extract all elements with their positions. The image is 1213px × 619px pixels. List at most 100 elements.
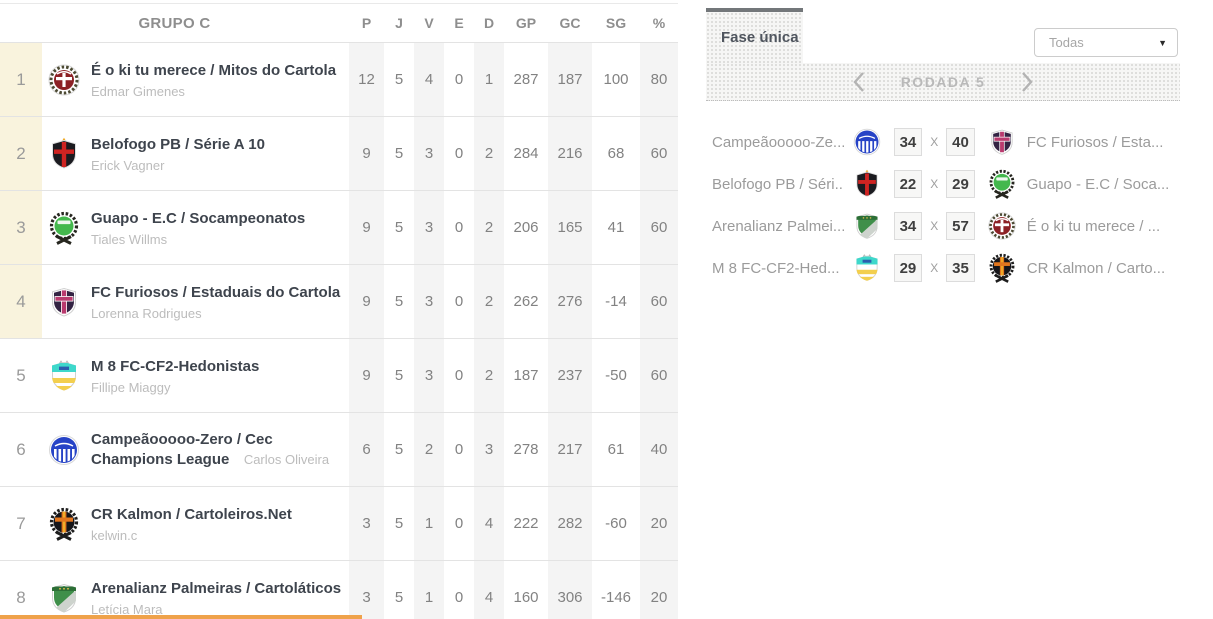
- position-number: 4: [0, 265, 42, 338]
- position-number: 6: [16, 439, 26, 459]
- stat-sg: 41: [607, 219, 625, 236]
- stat-d: 2: [474, 191, 504, 264]
- home-score: 34: [893, 212, 923, 240]
- team-cell[interactable]: FC Furiosos / Estaduais do Cartola Loren…: [42, 265, 349, 338]
- team-badge-icon: [47, 507, 81, 541]
- team-cell[interactable]: Belofogo PB / Série A 10 Erick Vagner: [42, 117, 349, 190]
- manager-name: Erick Vagner: [91, 157, 165, 173]
- table-row[interactable]: 3 Guapo - E.C / Socampeonatos Tiales Wil…: [0, 190, 678, 264]
- match-row: Belofogo PB / Séri... 22 X 29 Guapo - E.…: [712, 163, 1182, 205]
- home-team-name[interactable]: Arenalianz Palmei...: [712, 217, 844, 235]
- team-name[interactable]: Arenalianz Palmeiras / Cartoláticos: [91, 579, 342, 597]
- home-team-badge-icon[interactable]: [852, 253, 882, 283]
- team-badge-icon: [47, 63, 81, 97]
- stat-gc: 237: [548, 339, 592, 412]
- stat-sg: 61: [607, 441, 625, 458]
- home-team-badge-icon[interactable]: [852, 211, 882, 241]
- stat-pct: 40: [640, 413, 678, 486]
- stat-pct: 60: [640, 339, 678, 412]
- away-team-name[interactable]: É o ki tu merece / ...: [1026, 217, 1161, 235]
- away-team-name[interactable]: FC Furiosos / Esta...: [1026, 133, 1164, 151]
- away-team-badge-icon[interactable]: [987, 253, 1017, 283]
- stat-pct: 60: [640, 117, 678, 190]
- table-row[interactable]: 1 É o ki tu merece / Mitos do Cartola Ed…: [0, 42, 678, 116]
- stat-d: 2: [474, 339, 504, 412]
- team-name[interactable]: Belofogo PB / Série A 10: [91, 135, 265, 153]
- versus-label: X: [930, 219, 939, 233]
- away-score: 57: [946, 212, 975, 240]
- table-row[interactable]: 7 CR Kalmon / Cartoleiros.Net kelwin.c 3…: [0, 486, 678, 560]
- col-header-gc: GC: [559, 15, 581, 31]
- stat-e: 0: [454, 515, 464, 532]
- team-badge-icon: [47, 433, 81, 467]
- stat-p: 12: [349, 43, 384, 116]
- home-team-name[interactable]: Belofogo PB / Séri...: [712, 175, 844, 193]
- manager-name: Fillipe Miaggy: [91, 379, 171, 395]
- team-cell[interactable]: Campeãooooo-Zero / Cec Champions League …: [42, 413, 349, 486]
- round-filter-select[interactable]: Todas ▼: [1034, 28, 1178, 57]
- stat-gc: 216: [548, 117, 592, 190]
- team-cell[interactable]: É o ki tu merece / Mitos do Cartola Edma…: [42, 43, 349, 116]
- stat-e: 0: [454, 145, 464, 162]
- position-number: 8: [16, 587, 26, 607]
- position-number: 5: [16, 365, 26, 385]
- home-score: 34: [893, 128, 923, 156]
- table-row[interactable]: 6 Campeãooooo-Zero / Cec Champions Leagu…: [0, 412, 678, 486]
- tab-fase-unica[interactable]: Fase única: [706, 8, 803, 63]
- col-header-e: E: [454, 15, 464, 31]
- home-team-name[interactable]: M 8 FC-CF2-Hed...: [712, 259, 840, 277]
- position-number: 1: [0, 43, 42, 116]
- team-name[interactable]: Campeãooooo-Zero / Cec Champions League: [91, 430, 273, 468]
- versus-label: X: [930, 261, 939, 275]
- stat-gc: 306: [548, 561, 592, 619]
- team-cell[interactable]: M 8 FC-CF2-Hedonistas Fillipe Miaggy: [42, 339, 349, 412]
- team-name[interactable]: Guapo - E.C / Socampeonatos: [91, 209, 306, 227]
- team-name[interactable]: M 8 FC-CF2-Hedonistas: [91, 357, 260, 375]
- team-name[interactable]: É o ki tu merece / Mitos do Cartola: [91, 61, 337, 79]
- round-navigation-bar: RODADA 5: [706, 63, 1180, 101]
- table-row[interactable]: 4 FC Furiosos / Estaduais do Cartola Lor…: [0, 264, 678, 338]
- stat-gc: 165: [548, 191, 592, 264]
- manager-name: Letícia Mara: [91, 601, 163, 617]
- team-cell[interactable]: Guapo - E.C / Socampeonatos Tiales Willm…: [42, 191, 349, 264]
- team-cell[interactable]: Arenalianz Palmeiras / Cartoláticos Letí…: [42, 561, 349, 619]
- home-team-badge-icon[interactable]: [852, 169, 882, 199]
- position-number: 3: [0, 191, 42, 264]
- stat-e: 0: [454, 589, 464, 606]
- team-badge-icon: [47, 285, 81, 319]
- caret-down-icon: ▼: [1158, 37, 1167, 48]
- stat-j: 5: [394, 589, 404, 606]
- away-team-name[interactable]: Guapo - E.C / Soca...: [1026, 175, 1170, 193]
- table-row[interactable]: 5 M 8 FC-CF2-Hedonistas Fillipe Miaggy 9…: [0, 338, 678, 412]
- stat-p: 9: [349, 339, 384, 412]
- filter-selected-value: Todas: [1049, 35, 1084, 50]
- team-name[interactable]: CR Kalmon / Cartoleiros.Net: [91, 505, 292, 523]
- stat-p: 9: [349, 265, 384, 338]
- stat-d: 2: [474, 117, 504, 190]
- stat-gc: 276: [548, 265, 592, 338]
- versus-label: X: [930, 135, 939, 149]
- stat-sg: -50: [605, 367, 627, 384]
- stat-j: 5: [394, 441, 404, 458]
- home-team-name[interactable]: Campeãooooo-Ze...: [712, 133, 844, 151]
- home-team-badge-icon[interactable]: [852, 127, 882, 157]
- away-team-badge-icon[interactable]: [987, 211, 1017, 241]
- group-standings-table: GRUPO C P J V E D GP GC SG % 1 É o ki tu…: [0, 3, 678, 619]
- table-header-row: GRUPO C P J V E D GP GC SG %: [0, 4, 678, 42]
- table-row[interactable]: 2 Belofogo PB / Série A 10 Erick Vagner …: [0, 116, 678, 190]
- table-row[interactable]: 8 Arenalianz Palmeiras / Cartoláticos Le…: [0, 560, 678, 619]
- stat-j: 5: [394, 71, 404, 88]
- stat-d: 2: [474, 265, 504, 338]
- manager-name: Lorenna Rodrigues: [91, 305, 202, 321]
- away-team-badge-icon[interactable]: [987, 169, 1017, 199]
- away-team-name[interactable]: CR Kalmon / Carto...: [1026, 259, 1166, 277]
- team-name[interactable]: FC Furiosos / Estaduais do Cartola: [91, 283, 341, 301]
- away-team-badge-icon[interactable]: [987, 127, 1017, 157]
- previous-round-button[interactable]: [851, 70, 867, 94]
- team-cell[interactable]: CR Kalmon / Cartoleiros.Net kelwin.c: [42, 487, 349, 560]
- next-round-button[interactable]: [1019, 70, 1035, 94]
- stat-gp: 187: [513, 367, 539, 384]
- match-row: M 8 FC-CF2-Hed... 29 X 35 CR Kalmon / Ca…: [712, 247, 1182, 289]
- col-header-p: P: [361, 15, 372, 31]
- stat-sg: -14: [605, 293, 627, 310]
